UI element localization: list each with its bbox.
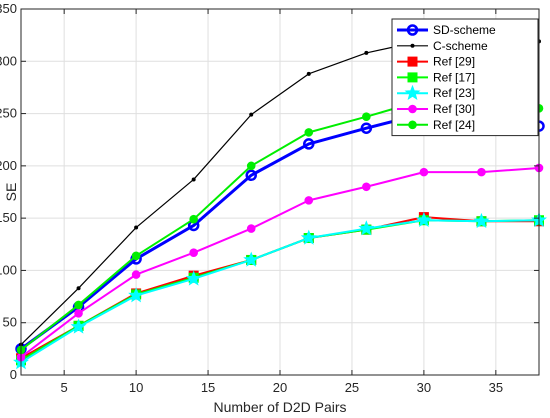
legend-label: Ref [17] — [433, 70, 475, 84]
data-point — [304, 128, 314, 137]
data-point — [189, 248, 198, 257]
series-ref-23 — [13, 211, 547, 370]
y-tick-label: 0 — [10, 367, 17, 382]
data-point — [245, 169, 257, 182]
x-tick-label: 30 — [417, 380, 431, 395]
x-tick-label: 5 — [61, 380, 68, 395]
data-point — [306, 71, 311, 76]
legend-marker — [406, 24, 419, 36]
data-point — [362, 182, 371, 192]
data-point — [473, 212, 490, 229]
data-point — [303, 138, 315, 150]
data-point — [246, 161, 256, 171]
data-point — [360, 122, 373, 134]
legend-entry: SD-scheme — [397, 23, 496, 37]
legend-entry: Ref [30] — [397, 102, 475, 116]
y-tick-label: 50 — [3, 315, 17, 330]
legend-label: Ref [24] — [433, 118, 475, 132]
x-tick-label: 15 — [201, 380, 215, 395]
data-point — [76, 286, 81, 291]
legend-marker — [407, 56, 418, 67]
legend-entry: Ref [17] — [397, 70, 475, 84]
tick-layer: 5101520253035050100150200250300350 — [0, 1, 539, 395]
data-point — [131, 251, 141, 261]
data-point — [246, 224, 256, 233]
data-point — [304, 196, 314, 205]
legend-label: Ref [30] — [433, 102, 475, 116]
legend-label: Ref [23] — [433, 86, 475, 100]
legend-marker — [404, 84, 421, 100]
legend-entry: Ref [29] — [397, 55, 475, 69]
data-point — [128, 287, 145, 303]
legend-marker — [408, 120, 417, 130]
data-point — [243, 251, 260, 267]
x-tick-label: 20 — [273, 380, 287, 395]
y-tick-label: 100 — [0, 262, 17, 277]
x-tick-label: 10 — [129, 380, 143, 395]
legend-label: C-scheme — [433, 39, 488, 53]
data-point — [419, 167, 429, 177]
series-line — [20, 219, 540, 364]
x-axis-title: Number of D2D Pairs — [213, 399, 346, 415]
y-tick-label: 300 — [0, 53, 17, 68]
data-point — [74, 300, 83, 310]
data-point — [185, 270, 202, 286]
data-point — [249, 112, 254, 117]
data-point — [477, 167, 486, 177]
data-point — [364, 50, 369, 55]
y-tick-label: 200 — [0, 158, 17, 173]
data-point — [191, 177, 196, 182]
data-point — [131, 270, 141, 279]
legend-entry: Ref [24] — [397, 118, 475, 132]
x-tick-label: 25 — [345, 380, 359, 395]
data-point — [415, 211, 432, 228]
data-point — [300, 229, 317, 245]
legend-label: Ref [29] — [433, 55, 475, 69]
data-point — [134, 225, 139, 230]
data-point — [74, 309, 83, 318]
legend-label: SD-scheme — [433, 23, 496, 37]
y-axis-title: SE — [3, 183, 19, 202]
legend-marker — [408, 104, 417, 114]
data-point — [358, 220, 375, 236]
data-point — [362, 112, 371, 122]
y-tick-label: 350 — [0, 1, 17, 16]
legend-marker — [410, 43, 415, 48]
y-tick-label: 250 — [0, 106, 17, 121]
legend-marker — [407, 72, 418, 83]
data-point — [70, 318, 87, 334]
legend-entry: Ref [23] — [397, 84, 475, 100]
x-tick-label: 35 — [489, 380, 503, 395]
y-tick-label: 150 — [0, 210, 17, 225]
series-line — [20, 166, 540, 359]
data-point — [189, 214, 198, 224]
legend: SD-scheme C-scheme Ref [29]Ref [17] Ref [23… — [391, 18, 539, 137]
legend-entry: C-scheme — [397, 39, 488, 53]
